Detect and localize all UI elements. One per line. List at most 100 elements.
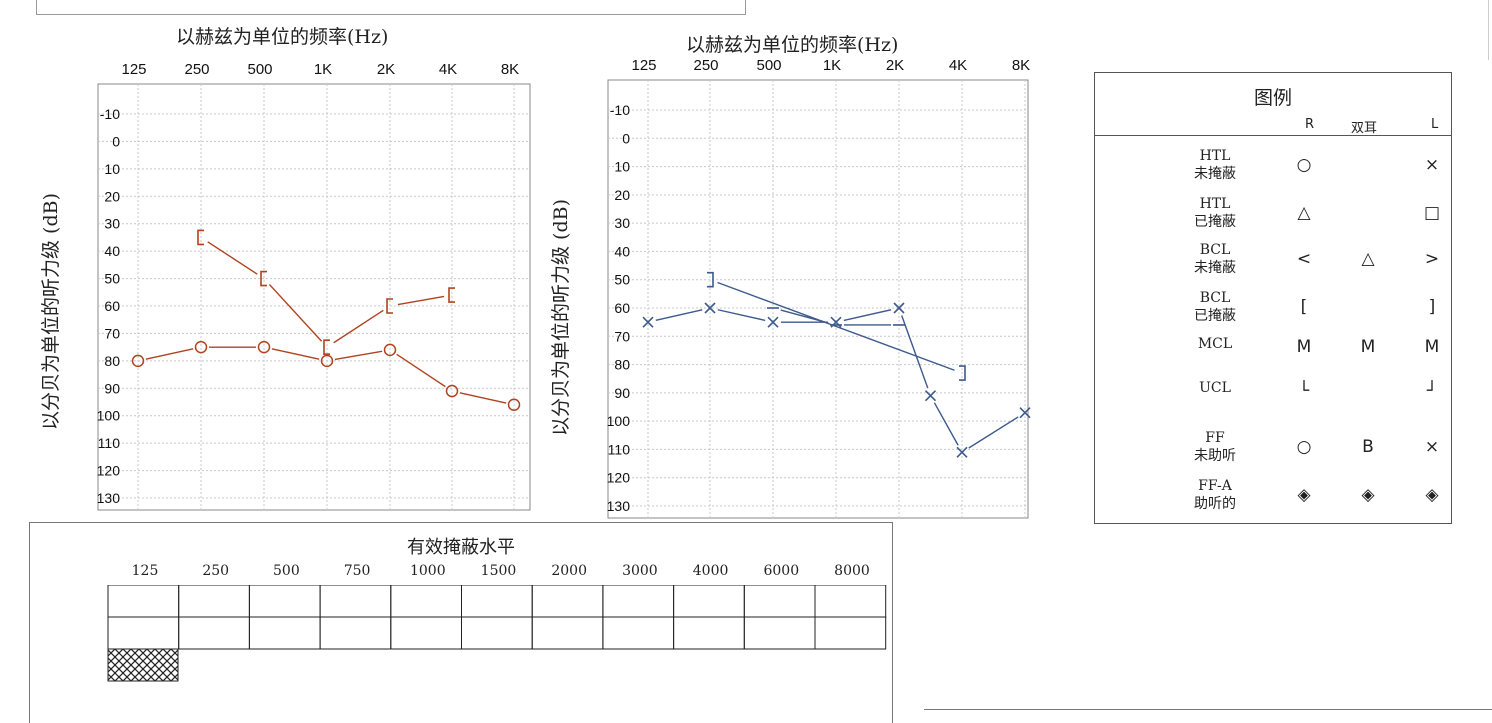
y-tick-label: 10 (614, 159, 630, 175)
x-tick-label: 125 (121, 61, 146, 78)
masking-cell (319, 585, 392, 618)
series-line-segment (717, 281, 955, 371)
x-tick-label: 500 (756, 57, 781, 74)
x-tick-label: 2K (886, 57, 904, 74)
chart1-title: 以赫兹为单位的频率(Hz) (176, 26, 389, 48)
masking-cell (743, 616, 816, 650)
series-line-segment (655, 309, 703, 322)
legend-symbol-l: × (1424, 437, 1440, 457)
y-tick-label: 90 (614, 385, 630, 401)
data-point-marker (445, 384, 459, 398)
masking-frequency-label: 2000 (551, 563, 587, 579)
legend-row-label: HTL 未掩蔽 (1155, 147, 1275, 183)
series-line-segment (901, 315, 929, 389)
legend-row-label: HTL 已掩蔽 (1155, 195, 1275, 231)
masking-cell (107, 616, 180, 650)
y-tick-label: 120 (607, 470, 631, 486)
x-tick-label: 8K (501, 61, 519, 78)
series-line-segment (459, 392, 507, 404)
y-tick-label: 70 (614, 328, 630, 344)
legend-symbol-l: ◈ (1425, 485, 1439, 505)
series-line-segment (397, 295, 445, 306)
masking-frequency-label: 8000 (834, 563, 870, 579)
legend-col-both: 双耳 (1351, 121, 1378, 136)
audiogram-right: 125 250 500 1K 2K 4K 8K -10 0 10 20 30 40 50 60 70 80 90 1… (97, 61, 531, 511)
y-tick-label: 120 (97, 463, 121, 479)
y-tick-label: 110 (608, 441, 631, 457)
legend-row-label-line1: MCL (1197, 336, 1233, 352)
legend-symbol-b (1353, 295, 1383, 319)
series-line-segment (717, 309, 766, 322)
legend-symbol-r: △ (1297, 203, 1311, 223)
x-tick-label: 2K (377, 61, 395, 78)
y-tick-label: 130 (607, 498, 631, 514)
legend-symbol-r: M (1296, 337, 1312, 357)
masking-cell (531, 585, 604, 618)
y-tick-label: 110 (98, 435, 121, 451)
data-point-marker (386, 298, 393, 314)
legend-row-label-line2: 助听的 (1194, 496, 1236, 512)
legend-symbol-r: [ (1300, 297, 1308, 317)
legend-title: 图例 (1253, 87, 1292, 109)
legend-symbol-l: × (1424, 155, 1440, 175)
legend-row-label-line1: FF (1205, 430, 1225, 446)
masking-frequency-label: 750 (343, 563, 371, 579)
data-point-marker (767, 316, 779, 328)
series-line-segment (268, 283, 323, 342)
legend-divider (1095, 135, 1451, 136)
y-tick-label: 80 (104, 353, 120, 369)
legend-row-label-line2: 未掩蔽 (1194, 166, 1236, 182)
legend-symbol-l: M (1424, 337, 1440, 357)
masking-cell (390, 585, 462, 618)
data-point-marker (448, 287, 455, 303)
data-point-marker (959, 365, 966, 381)
masking-frequency-label: 1000 (409, 563, 446, 579)
data-point-marker (197, 229, 204, 246)
series-line-segment (271, 348, 320, 360)
masking-cell (673, 585, 745, 618)
masking-panel: 有效掩蔽水平 125 250 500 750 1000 1500 2000 3000 4000 6… (29, 522, 893, 723)
data-point-marker (194, 340, 208, 354)
legend-row-label-line1: FF-A (1198, 478, 1232, 494)
chart2-title: 以赫兹为单位的频率(Hz) (686, 34, 899, 56)
y-tick-label: 0 (112, 133, 120, 149)
y-tick-label: 60 (614, 300, 630, 316)
data-point-marker (507, 398, 521, 411)
legend-row-label-line1: HTL (1199, 148, 1231, 164)
masking-cell (743, 585, 816, 618)
plot-frame (97, 83, 531, 511)
series-line-segment (333, 309, 384, 344)
legend-col-l: L (1431, 117, 1439, 132)
x-tick-label: 500 (247, 61, 272, 78)
masking-cell (673, 616, 745, 650)
legend-col-r: R (1305, 117, 1315, 132)
data-point-marker (707, 271, 714, 288)
data-point-marker (956, 446, 968, 458)
series-line-segment (145, 348, 194, 360)
y-tick-label: 20 (104, 188, 120, 204)
masking-title: 有效掩蔽水平 (407, 537, 515, 558)
y-tick-label: 0 (622, 130, 630, 146)
legend-row-label: MCL (1155, 335, 1275, 353)
legend-symbol-b (1353, 201, 1383, 225)
data-point-marker (642, 316, 654, 328)
plot-frame (607, 79, 1029, 519)
masking-grid (107, 585, 887, 682)
masking-cell (390, 616, 462, 650)
series-line-segment (207, 241, 258, 275)
series-line-segment (933, 402, 959, 446)
edge-line (1488, 0, 1489, 60)
y-tick-label: 30 (104, 216, 120, 232)
masking-cell (461, 585, 533, 618)
x-tick-label: 1K (823, 57, 841, 74)
legend-symbol-b: △ (1361, 249, 1375, 269)
series-line-segment (780, 309, 829, 324)
legend-symbol-l: ] (1428, 297, 1436, 317)
y-tick-label: -10 (610, 102, 630, 118)
masking-cell (178, 585, 250, 618)
legend-row-label-line2: 已掩蔽 (1194, 214, 1236, 230)
x-tick-label: 8K (1012, 57, 1030, 74)
x-tick-label: 4K (949, 57, 967, 74)
masking-frequency-label: 1500 (480, 563, 517, 579)
legend-row-label-line2: 已掩蔽 (1194, 308, 1236, 324)
